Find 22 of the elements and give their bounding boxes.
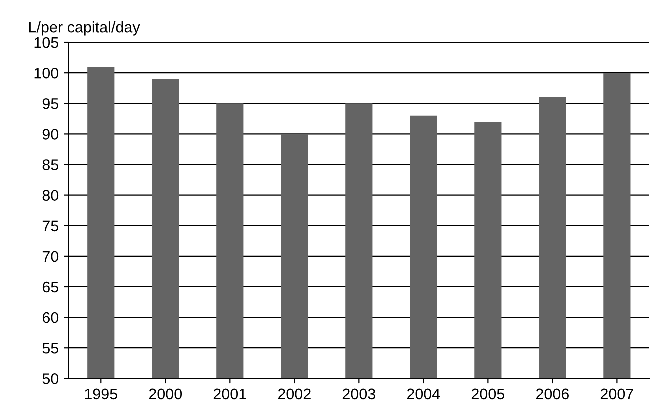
- x-tick-label: 2003: [342, 388, 376, 400]
- y-tick-label: 60: [42, 312, 59, 324]
- y-tick-label: 100: [34, 68, 59, 79]
- y-tick-label: 85: [42, 160, 59, 170]
- y-tick-label: 105: [34, 37, 59, 48]
- y-tick-label: 55: [42, 343, 59, 354]
- x-tick-label: 2006: [536, 388, 570, 400]
- y-tick-label: 80: [42, 190, 59, 202]
- x-tick-label: 2004: [407, 388, 440, 400]
- y-tick-label: 95: [42, 98, 59, 110]
- x-tick-label: 2007: [600, 388, 634, 400]
- y-tick-label: 50: [42, 374, 59, 384]
- y-tick-label: 65: [42, 282, 59, 293]
- y-tick-label: 90: [42, 129, 59, 140]
- y-tick-label: 75: [42, 220, 59, 232]
- x-tick-label: 2001: [214, 388, 246, 400]
- y-axis-title: L/per capital/day: [29, 22, 140, 36]
- x-tick-label: 2002: [278, 388, 311, 400]
- y-tick-label: 70: [42, 251, 59, 262]
- x-tick-label: 2000: [149, 388, 182, 400]
- x-tick-label: 2005: [472, 388, 505, 400]
- x-tick-label: 1995: [85, 388, 118, 400]
